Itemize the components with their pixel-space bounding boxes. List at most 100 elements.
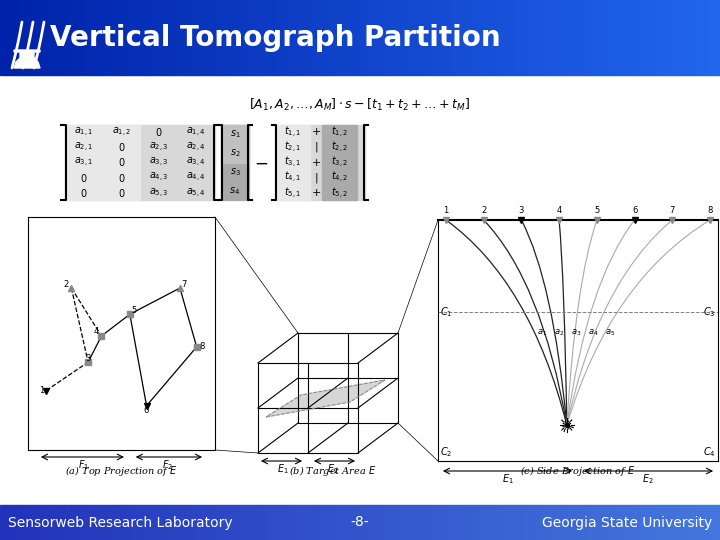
Bar xyxy=(482,0,490,75)
Text: +: + xyxy=(311,188,320,198)
Bar xyxy=(425,0,432,75)
Bar xyxy=(468,0,475,75)
Text: (b) Target Area $E$: (b) Target Area $E$ xyxy=(289,464,377,478)
Bar xyxy=(324,0,331,75)
Text: $C_2$: $C_2$ xyxy=(440,445,452,459)
Bar xyxy=(0,0,7,75)
Bar xyxy=(295,505,302,540)
Bar xyxy=(475,0,482,75)
Bar xyxy=(202,0,209,75)
Bar xyxy=(691,0,698,75)
Bar xyxy=(562,0,569,75)
Bar xyxy=(526,505,533,540)
Bar xyxy=(108,0,115,75)
Text: $E_2$: $E_2$ xyxy=(642,472,654,486)
Bar xyxy=(446,505,454,540)
Bar xyxy=(641,505,648,540)
Bar xyxy=(194,0,202,75)
Bar xyxy=(22,0,29,75)
Bar xyxy=(310,505,317,540)
Text: $C_3$: $C_3$ xyxy=(703,305,716,319)
Bar xyxy=(490,505,497,540)
Bar xyxy=(173,0,180,75)
Bar xyxy=(22,505,29,540)
Text: |: | xyxy=(314,142,318,152)
Text: 2: 2 xyxy=(64,280,69,288)
Text: $F_2$: $F_2$ xyxy=(162,458,173,472)
Text: 8: 8 xyxy=(199,342,204,352)
Bar xyxy=(238,0,245,75)
Bar xyxy=(382,0,389,75)
Text: $-$: $-$ xyxy=(254,153,268,172)
Bar xyxy=(655,505,662,540)
Bar xyxy=(374,0,382,75)
Bar xyxy=(245,0,252,75)
Bar xyxy=(36,505,43,540)
Text: 7: 7 xyxy=(670,206,675,215)
Text: $a_{1,1}$: $a_{1,1}$ xyxy=(74,125,94,139)
Bar xyxy=(137,505,144,540)
Text: $a_{5,4}$: $a_{5,4}$ xyxy=(186,186,206,200)
Text: 5: 5 xyxy=(594,206,600,215)
Bar xyxy=(511,0,518,75)
Text: $F_1$: $F_1$ xyxy=(78,458,89,472)
Polygon shape xyxy=(266,380,385,417)
Text: $a_{1,4}$: $a_{1,4}$ xyxy=(186,125,206,139)
Text: $a_{1,2}$: $a_{1,2}$ xyxy=(112,125,131,139)
Bar xyxy=(101,505,108,540)
Bar xyxy=(583,0,590,75)
Bar xyxy=(713,0,720,75)
Bar xyxy=(322,125,357,200)
Bar xyxy=(151,0,158,75)
Bar xyxy=(403,505,410,540)
Text: $[A_1, A_2, \ldots, A_M] \cdot s - [t_1 + t_2 + \ldots + t_M]$: $[A_1, A_2, \ldots, A_M] \cdot s - [t_1 … xyxy=(249,97,471,113)
Bar xyxy=(605,505,612,540)
Bar xyxy=(626,505,634,540)
Bar xyxy=(554,0,562,75)
Bar xyxy=(266,0,274,75)
Bar xyxy=(72,0,79,75)
Bar xyxy=(511,505,518,540)
Bar xyxy=(540,505,547,540)
Text: $a_{3,3}$: $a_{3,3}$ xyxy=(149,156,168,169)
Text: $a_{3,4}$: $a_{3,4}$ xyxy=(186,156,206,169)
Text: $0$: $0$ xyxy=(117,172,125,184)
Bar xyxy=(648,0,655,75)
Bar xyxy=(619,505,626,540)
Bar xyxy=(288,0,295,75)
Bar xyxy=(331,505,338,540)
Bar xyxy=(547,505,554,540)
Polygon shape xyxy=(14,50,40,68)
Bar xyxy=(58,0,65,75)
Bar xyxy=(425,505,432,540)
Text: +: + xyxy=(311,127,320,137)
Bar xyxy=(180,0,187,75)
Text: 2: 2 xyxy=(481,206,486,215)
Bar xyxy=(187,0,194,75)
Bar xyxy=(223,505,230,540)
Bar xyxy=(367,0,374,75)
Text: $t_{4,1}$: $t_{4,1}$ xyxy=(284,170,301,185)
Bar xyxy=(0,505,7,540)
Bar xyxy=(274,0,281,75)
Bar xyxy=(461,505,468,540)
Bar xyxy=(230,0,238,75)
Bar xyxy=(221,125,249,163)
Bar xyxy=(547,0,554,75)
Text: +: + xyxy=(311,158,320,167)
Bar xyxy=(221,125,249,200)
Bar xyxy=(252,0,259,75)
Bar xyxy=(275,125,310,200)
Bar xyxy=(554,505,562,540)
Text: $E_2$: $E_2$ xyxy=(327,462,339,476)
Bar xyxy=(50,0,58,75)
Bar xyxy=(331,0,338,75)
Bar xyxy=(497,0,504,75)
Bar xyxy=(281,505,288,540)
Bar xyxy=(338,505,346,540)
Text: 6: 6 xyxy=(144,406,149,415)
Text: $a_5$: $a_5$ xyxy=(606,327,616,338)
Bar xyxy=(238,505,245,540)
Bar xyxy=(634,0,641,75)
Bar xyxy=(562,505,569,540)
